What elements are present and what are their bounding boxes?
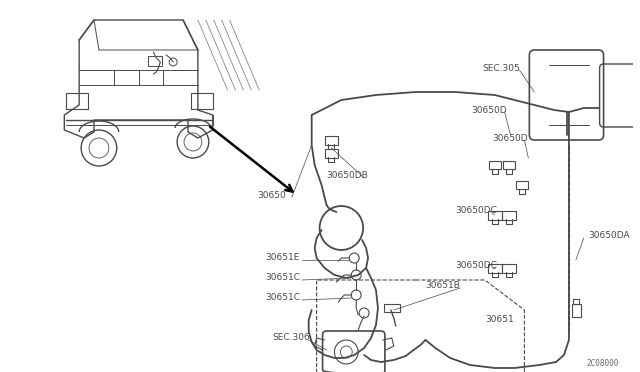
Text: 30650: 30650 [257, 190, 286, 199]
Bar [502, 264, 515, 273]
Bar [502, 161, 515, 169]
Bar [384, 304, 400, 312]
Text: 30650DC: 30650DC [455, 260, 497, 269]
Bar [488, 211, 502, 220]
Bar [516, 181, 529, 189]
Text: SEC.305: SEC.305 [483, 64, 520, 73]
Text: SEC.306: SEC.306 [272, 334, 310, 343]
Text: 30651E: 30651E [265, 253, 300, 263]
Bar [148, 56, 163, 66]
Text: 30650D: 30650D [493, 134, 529, 142]
Text: 30650D: 30650D [471, 106, 507, 115]
Bar [489, 161, 500, 169]
Text: 30651C: 30651C [265, 273, 300, 282]
Text: 30651B: 30651B [426, 280, 460, 289]
Bar [324, 136, 339, 145]
Bar [572, 304, 581, 317]
Bar [488, 264, 502, 273]
Text: 2C08000: 2C08000 [586, 359, 618, 368]
Bar [502, 211, 515, 220]
Text: 30651: 30651 [485, 315, 513, 324]
Text: 30650DC: 30650DC [455, 205, 497, 215]
Bar [324, 149, 339, 158]
Text: 30651C: 30651C [265, 294, 300, 302]
Text: 30650DA: 30650DA [589, 231, 630, 240]
Bar [67, 93, 88, 109]
Text: 30650DB: 30650DB [326, 170, 368, 180]
Bar [191, 93, 212, 109]
